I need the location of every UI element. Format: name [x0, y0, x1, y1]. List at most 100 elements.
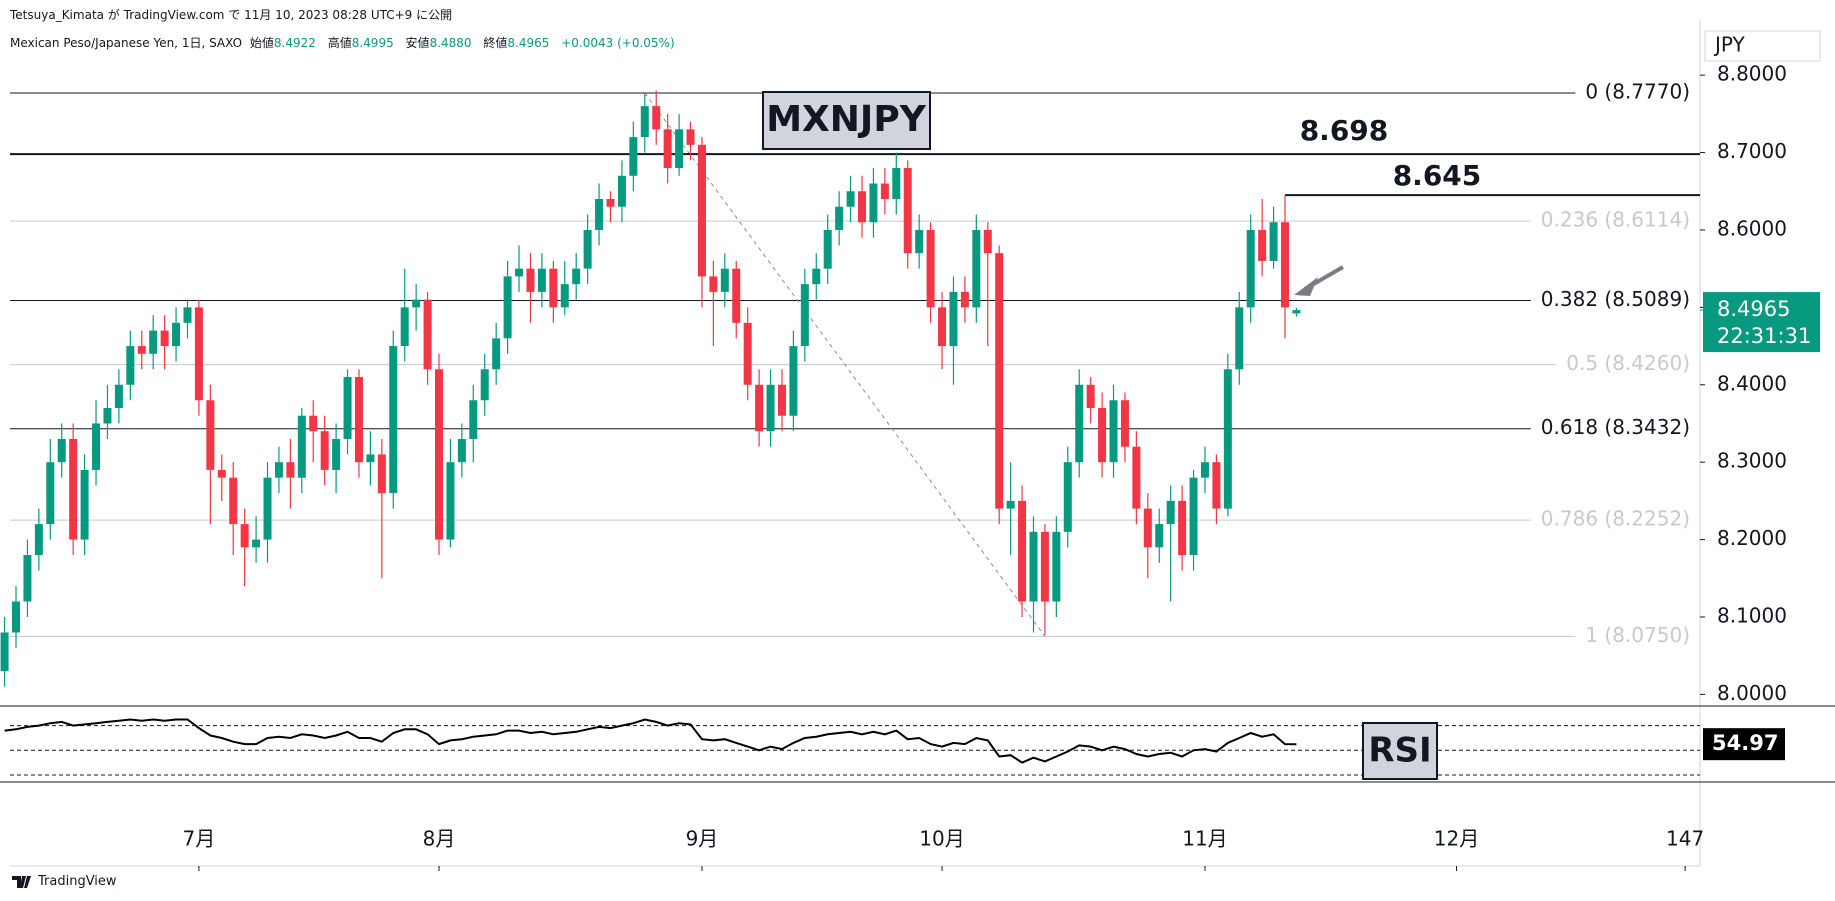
fib-label: 0.236 (8.6114) [1541, 208, 1690, 232]
brand: TradingView [38, 874, 117, 889]
fib-label: 0.5 (8.4260) [1566, 351, 1690, 375]
candle-body [858, 191, 867, 223]
candle-body [446, 462, 455, 540]
candle-body [869, 183, 878, 223]
candle-body [126, 346, 135, 385]
candle-body [823, 229, 832, 269]
candle-body [686, 129, 695, 145]
ohlc-item: 終値8.4965 [483, 36, 553, 50]
candle-body [938, 307, 947, 347]
ohlc-label: 始値 [249, 36, 274, 50]
candle-body [206, 400, 215, 470]
candle-body [160, 330, 169, 347]
candle-body [1143, 508, 1152, 548]
change: +0.0043 (+0.05%) [561, 36, 675, 50]
level-label: 8.645 [1393, 159, 1482, 192]
candle-body [400, 307, 409, 347]
candle-body [629, 137, 638, 176]
candle-body [1223, 369, 1232, 509]
y-tick-label: 8.7000 [1717, 139, 1787, 163]
currency-box [1704, 30, 1821, 62]
title-box [762, 91, 931, 150]
candle-body [572, 268, 581, 285]
candle-body [0, 632, 9, 672]
candle-body [812, 268, 821, 285]
candle-body [732, 268, 741, 323]
candle-body [1292, 310, 1301, 314]
candle-body [835, 206, 844, 230]
ohlc-label: 高値 [327, 36, 352, 50]
candle-body [560, 284, 569, 308]
fib-label: 0.786 (8.2252) [1541, 507, 1690, 531]
candle-body [583, 229, 592, 269]
candle-body [1120, 400, 1129, 447]
last-price: 8.4965 [1717, 297, 1790, 321]
candle-body [366, 454, 375, 463]
candle-body [709, 276, 718, 292]
candle-body [1189, 477, 1198, 556]
candle-body [800, 284, 809, 347]
candle-body [1200, 462, 1209, 478]
candle-body [915, 229, 924, 254]
y-tick-label: 8.6000 [1717, 216, 1787, 240]
x-tick-label: 7月 [183, 827, 216, 851]
candle-body [457, 438, 466, 463]
candle-body [217, 469, 226, 478]
title: MXNJPY [766, 99, 926, 140]
y-tick-label: 8.2000 [1717, 526, 1787, 550]
candle-body [183, 307, 192, 323]
candle-body [606, 198, 615, 207]
symbol: Mexican Peso/Japanese Yen, 1日, SAXO [10, 36, 243, 50]
candle-body [1258, 229, 1267, 261]
candle-body [252, 539, 261, 548]
candle-body [983, 229, 992, 254]
candle-body [320, 431, 329, 470]
candle-body [69, 438, 78, 540]
candle-body [1212, 462, 1221, 509]
candle-body [1109, 400, 1118, 463]
x-tick-label: 10月 [919, 827, 964, 851]
rsi-box [1362, 722, 1438, 780]
candle-body [194, 307, 203, 401]
candle-body [469, 400, 478, 439]
currency: JPY [1713, 33, 1746, 57]
ohlc-value: 8.4880 [429, 36, 472, 50]
candle-body [343, 377, 352, 439]
candle-body [515, 268, 524, 277]
candle-body [595, 198, 604, 230]
candle-body [389, 346, 398, 494]
candle-body [1155, 524, 1164, 548]
candle-body [663, 129, 672, 169]
rsi-value: 54.97 [1712, 731, 1778, 755]
candle-body [80, 469, 89, 540]
candle-body [1052, 531, 1061, 602]
candle-body [1040, 531, 1049, 602]
candle-body [640, 106, 649, 138]
candle-body [229, 477, 238, 525]
candle-body [46, 462, 55, 525]
candle-body [240, 524, 249, 548]
candle-body [1166, 500, 1175, 525]
candle-body [1269, 222, 1278, 261]
candle-body [172, 322, 181, 347]
candle-body [492, 338, 501, 370]
candle-body [12, 601, 21, 633]
candle-body [92, 423, 101, 470]
candle-body [892, 168, 901, 199]
candle-body [1086, 384, 1095, 408]
y-tick-label: 8.0000 [1717, 681, 1787, 705]
candle-body [354, 377, 363, 463]
x-tick-label: 8月 [423, 827, 456, 851]
candle-body [1281, 222, 1290, 308]
candle-body [652, 106, 661, 130]
level-label: 8.698 [1300, 114, 1389, 147]
candle-body [697, 144, 706, 277]
candle-body [1018, 500, 1027, 602]
candle-body [149, 330, 158, 354]
candle-body [720, 268, 729, 292]
fib-label: 0 (8.7770) [1585, 79, 1690, 103]
x-tick-label: 12月 [1434, 827, 1479, 851]
candle-body [57, 438, 66, 463]
